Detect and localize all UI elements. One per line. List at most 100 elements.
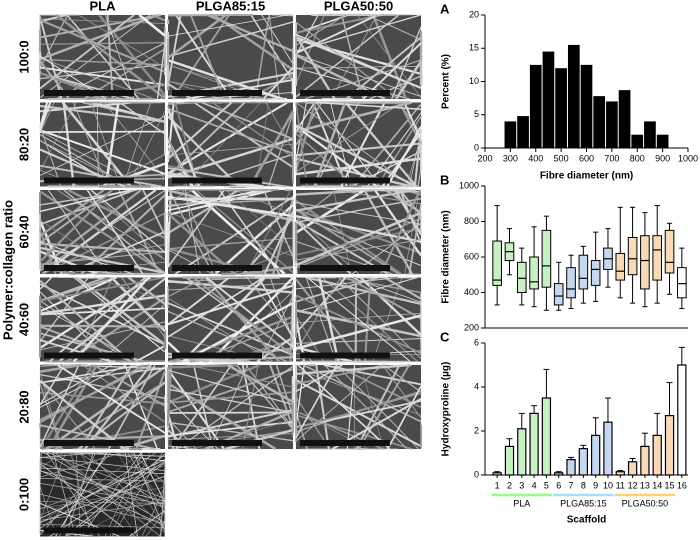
fibre (192, 276, 294, 357)
fibre (263, 189, 294, 257)
x-tick-label: 12 (628, 480, 638, 490)
micrograph-axis-label: Polymer:collagen ratio (0, 200, 15, 340)
fibre (313, 102, 347, 187)
fibre (209, 364, 249, 450)
fibre (39, 14, 67, 23)
column-header: PLA (90, 0, 117, 13)
box (652, 235, 663, 281)
y-axis-label: Hydroxyproline (µg) (441, 362, 452, 457)
fibre (167, 115, 240, 188)
x-tick-label: 15 (665, 480, 675, 490)
bar (652, 434, 662, 476)
bar (555, 68, 567, 148)
fibre (39, 475, 166, 523)
fibre (39, 523, 166, 528)
fibre (379, 189, 421, 275)
fibre (295, 239, 422, 261)
y-tick-label: 200 (464, 322, 479, 332)
fibre (129, 510, 166, 537)
bar (677, 364, 687, 476)
y-tick-label: 15 (469, 43, 479, 53)
fibre (262, 66, 294, 100)
fibre (175, 14, 233, 100)
fibre (39, 294, 166, 315)
fibre (167, 369, 294, 406)
scale-bar-strip (300, 352, 390, 359)
fibre (39, 463, 136, 537)
fibre (38, 102, 49, 129)
fibre (295, 309, 422, 338)
row-label: 40:60 (16, 303, 31, 336)
fibre (295, 390, 422, 433)
fibre (39, 363, 81, 373)
fibre (295, 188, 366, 234)
fibre (39, 277, 89, 342)
x-tick-label: 13 (640, 480, 650, 490)
fibre (167, 276, 206, 298)
fibre (39, 63, 166, 80)
fibre (167, 421, 294, 437)
fibre (39, 279, 131, 363)
fibre (295, 36, 422, 89)
bar (541, 397, 552, 476)
fibre (39, 242, 166, 254)
fibre (109, 452, 151, 537)
fibre (39, 189, 113, 263)
fibre (104, 102, 120, 187)
y-tick-label: 0 (474, 469, 479, 479)
fibre (295, 124, 417, 188)
scale-bar-strip (44, 440, 134, 446)
row-label: 80:20 (16, 128, 31, 161)
bar (517, 116, 529, 148)
fibre (295, 157, 413, 188)
x-tick-label: 600 (579, 153, 594, 163)
fibre (117, 452, 166, 529)
x-tick-label: 11 (616, 480, 625, 490)
fibre (324, 364, 408, 450)
fibre (139, 452, 166, 503)
fibre (167, 101, 233, 160)
fibre (39, 57, 155, 100)
fibre (255, 102, 269, 187)
fibre (184, 189, 201, 275)
scale-bar-strip (172, 90, 262, 96)
fibre (122, 102, 152, 187)
fibre (72, 276, 150, 363)
fibre (39, 482, 166, 505)
scale-bar-strip (300, 90, 390, 96)
fibre (315, 102, 381, 187)
box (492, 240, 502, 286)
micrograph (40, 277, 165, 362)
fibre (167, 212, 236, 275)
fibre (39, 189, 142, 269)
fibre (267, 113, 294, 187)
fibre (39, 364, 66, 406)
panel-letter: A (440, 1, 450, 16)
fibre (321, 277, 418, 362)
fibre (295, 14, 400, 98)
fibre (39, 276, 52, 290)
fibre (345, 36, 422, 100)
bar (492, 472, 502, 476)
column-header: PLGA50:50 (324, 0, 393, 13)
fibre (94, 277, 166, 302)
fibre (386, 125, 422, 187)
fibre (167, 58, 283, 101)
fibre (167, 143, 294, 156)
scale-bar-strip (44, 527, 134, 534)
x-axis-label: Scaffold (567, 515, 606, 526)
fibre (39, 467, 166, 474)
scale-bar-strip (44, 265, 134, 271)
x-tick-label: 200 (477, 153, 492, 163)
fibre (295, 102, 307, 162)
fibre (167, 189, 262, 212)
fibre (366, 14, 422, 41)
fibre (39, 58, 166, 66)
fibre (151, 14, 166, 22)
fibre (58, 452, 96, 537)
fibre (167, 189, 225, 268)
y-tick-label: 6 (474, 337, 479, 347)
box (541, 229, 552, 288)
fibre (340, 102, 386, 187)
